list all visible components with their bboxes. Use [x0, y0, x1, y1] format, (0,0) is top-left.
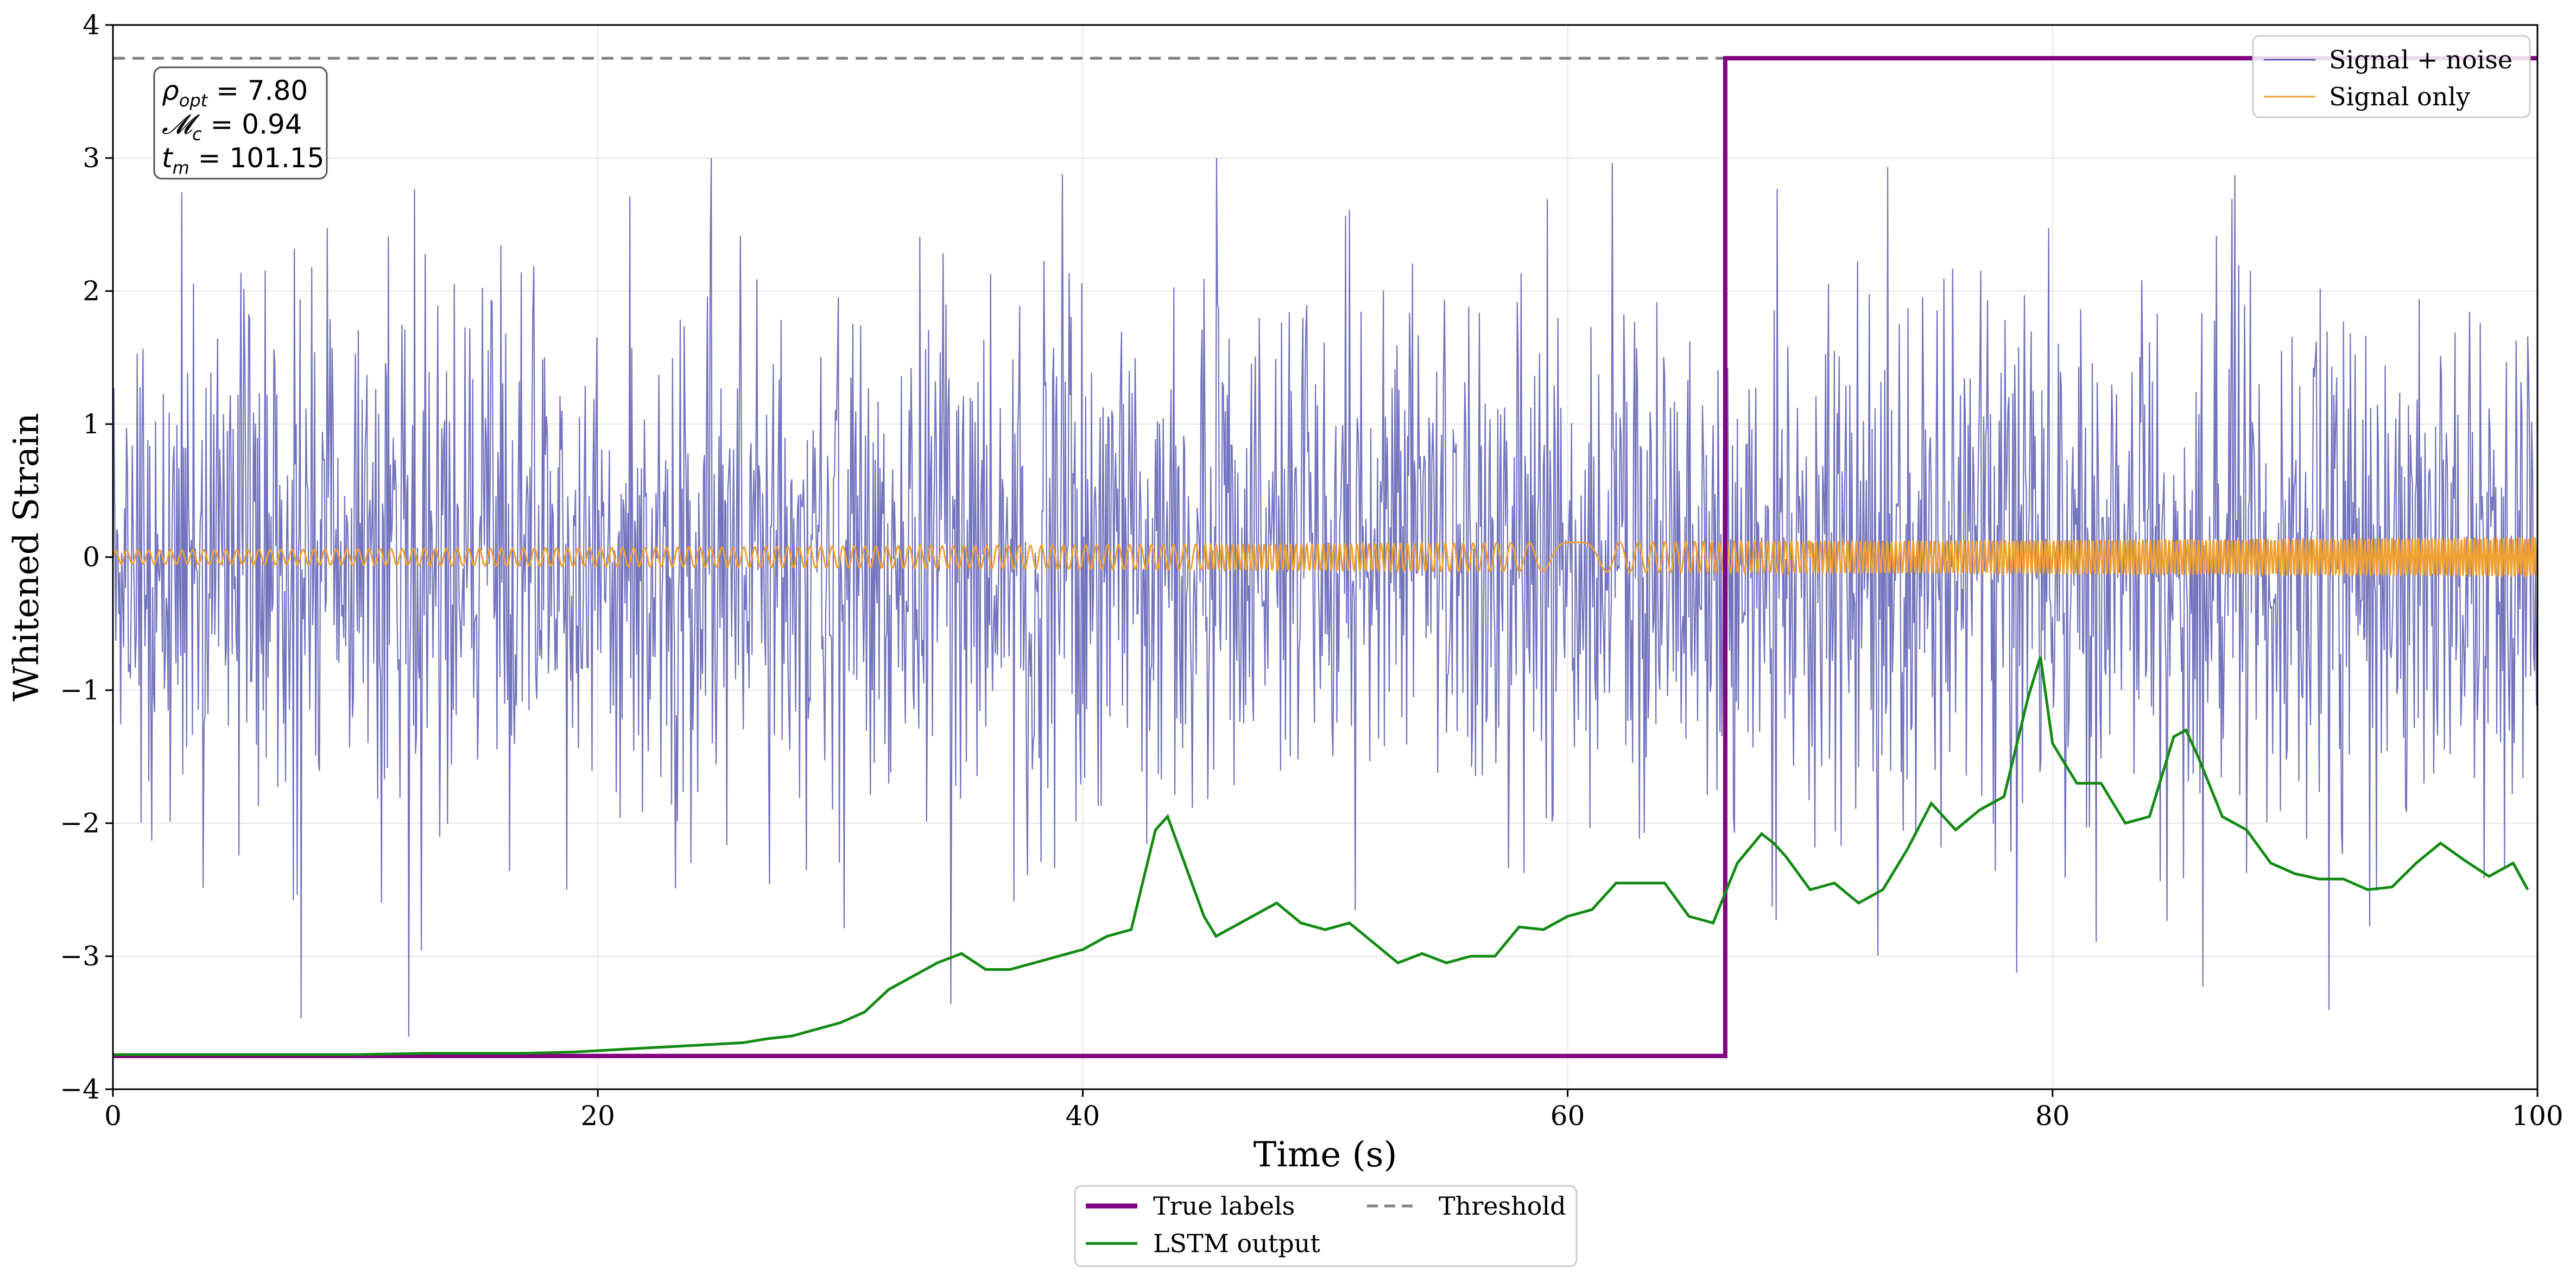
y-tick-label: 0 [83, 541, 100, 573]
x-tick-label: 40 [1066, 1100, 1100, 1132]
x-tick-label: 100 [2511, 1100, 2563, 1132]
lstm-output-series [113, 656, 2529, 1056]
x-tick-label: 60 [1550, 1100, 1585, 1132]
y-tick-label: 4 [83, 9, 100, 41]
legend-upper-frame [2252, 35, 2531, 118]
tick-layer: 0 20 40 60 80 100 −4 −3 −2 −1 0 1 2 3 4 [60, 9, 2563, 1132]
legend-true-labels-label: True labels [1153, 1191, 1295, 1221]
param-merger-time: tm = 101.15 [162, 142, 324, 178]
legend-upper: Signal + noise Signal only [2252, 35, 2531, 118]
y-tick-label: −2 [60, 807, 100, 839]
parameter-box: ρopt = 7.80 𝓜c = 0.94 tm = 101.15 [153, 66, 328, 180]
param-chirp-mass: 𝓜c = 0.94 [162, 109, 302, 144]
legend-lower-frame [1074, 1185, 1578, 1267]
y-tick-label: −1 [60, 674, 100, 706]
parameter-box-frame [153, 66, 328, 180]
signal-only-series [112, 537, 2539, 577]
x-tick-label: 20 [580, 1100, 615, 1132]
legend-lstm-label: LSTM output [1153, 1229, 1320, 1258]
y-tick-label: 2 [83, 275, 100, 307]
y-tick-label: −3 [60, 940, 100, 972]
plot-frame [112, 24, 2539, 1090]
legend-signal-only-label: Signal only [2329, 82, 2470, 111]
legend-threshold-label: Threshold [1439, 1191, 1566, 1221]
x-tick-label: 0 [104, 1100, 122, 1132]
series-layer [112, 56, 2539, 1058]
y-axis-label: Whitened Strain [7, 413, 47, 701]
x-axis-label: Time (s) [1254, 1135, 1397, 1175]
legend-lower: True labels LSTM output Threshold [1074, 1185, 1578, 1267]
y-tick-label: 3 [83, 142, 100, 174]
signal-noise-series [112, 157, 2539, 1037]
x-tick-label: 80 [2035, 1100, 2070, 1132]
true-labels-series [113, 56, 2537, 1058]
param-rho-opt: ρopt = 7.80 [162, 75, 308, 111]
y-tick-label: 1 [83, 408, 100, 440]
y-tick-label: −4 [60, 1073, 100, 1105]
legend-signal-noise-label: Signal + noise [2329, 45, 2512, 74]
